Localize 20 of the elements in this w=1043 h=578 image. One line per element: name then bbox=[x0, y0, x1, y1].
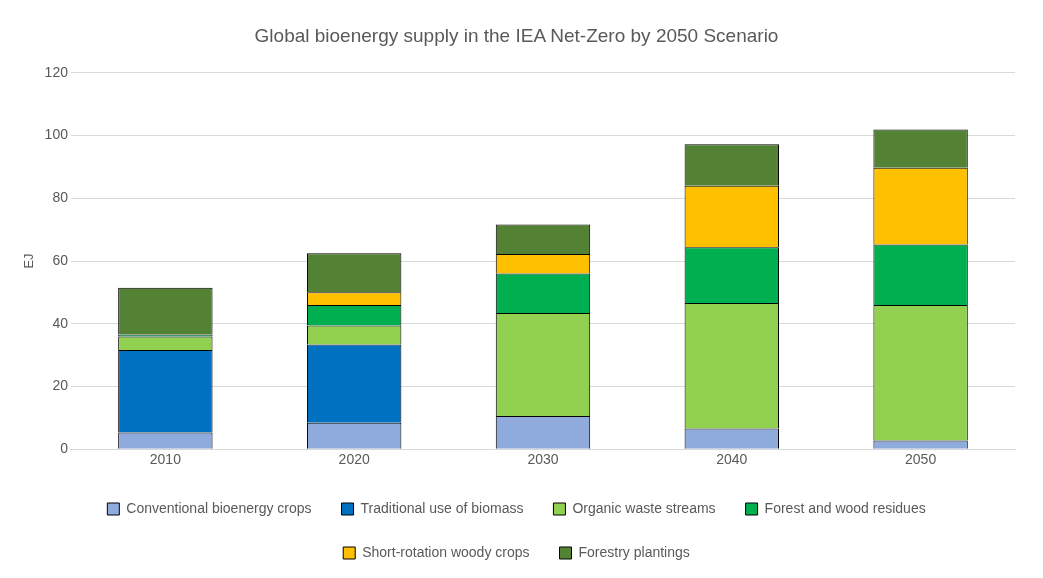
x-tick-label: 2030 bbox=[527, 451, 559, 468]
y-tick-label: 80 bbox=[52, 189, 69, 206]
y-axis-title: EJ bbox=[21, 253, 37, 269]
x-tick-label: 2010 bbox=[149, 451, 182, 468]
y-tick-label: 60 bbox=[52, 251, 69, 268]
y-tick-label: 20 bbox=[52, 377, 69, 394]
legend-label: Forest and wood residues bbox=[764, 499, 926, 516]
x-tick-label: 2020 bbox=[338, 451, 370, 468]
x-tick-label: 2050 bbox=[905, 451, 937, 468]
y-tick-label: 100 bbox=[44, 126, 69, 143]
x-tick-label: 2040 bbox=[716, 451, 748, 468]
legend-label: Traditional use of biomass bbox=[360, 499, 524, 516]
legend-label: Conventional bioenergy crops bbox=[126, 499, 312, 516]
chart-title: Global bioenergy supply in the IEA Net-Zero by 2050 Scenario bbox=[254, 24, 779, 46]
y-tick-label: 120 bbox=[44, 63, 69, 80]
y-tick-label: 0 bbox=[60, 440, 69, 457]
legend-label: Organic waste streams bbox=[572, 499, 716, 516]
legend-label: Forestry plantings bbox=[578, 543, 690, 560]
legend-label: Short-rotation woody crops bbox=[362, 543, 530, 560]
y-tick-label: 40 bbox=[52, 314, 69, 331]
